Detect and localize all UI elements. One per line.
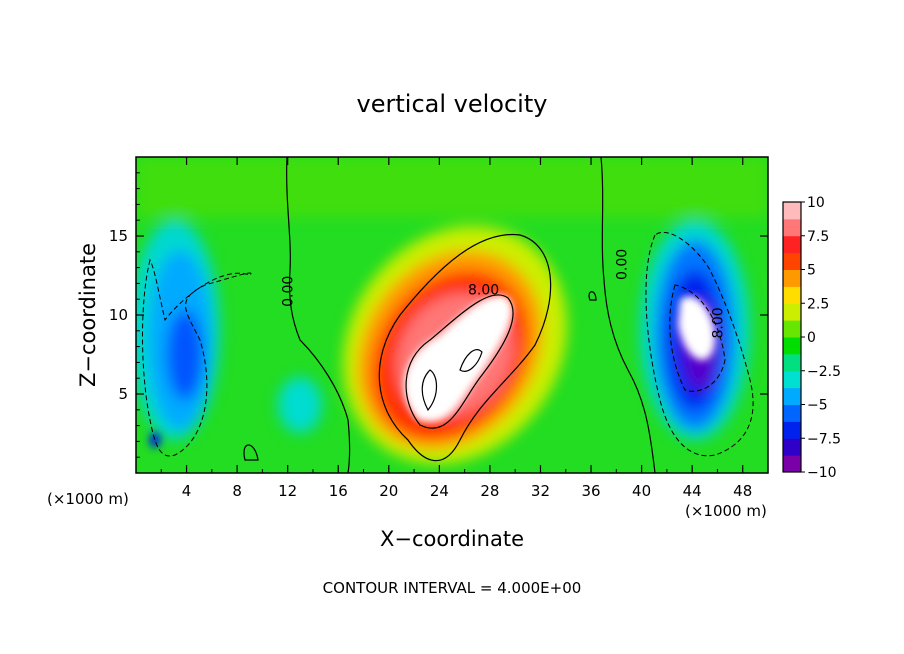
colorbar-swatch bbox=[783, 455, 801, 473]
x-axis-label: X−coordinate bbox=[380, 527, 524, 551]
colorbar-swatch bbox=[783, 337, 801, 355]
colorbar-tick-label: 2.5 bbox=[807, 296, 829, 312]
colorbar-tick-label: −2.5 bbox=[807, 364, 841, 380]
colorbar-tick-label: −10 bbox=[807, 465, 837, 481]
y-tick-label: 10 bbox=[109, 306, 128, 324]
colorbar-swatch bbox=[783, 303, 801, 321]
colorbar-swatch bbox=[783, 218, 801, 237]
colorbar-tick-label: 5 bbox=[807, 263, 816, 279]
colorbar-swatch bbox=[783, 421, 801, 439]
x-tick-label: 24 bbox=[430, 482, 449, 500]
colorbar-swatch bbox=[783, 202, 801, 220]
colorbar-swatch bbox=[783, 235, 801, 254]
colorbar-tick-label: 0 bbox=[807, 330, 816, 346]
colorbar-swatch bbox=[783, 252, 801, 270]
x-unit-right: (×1000 m) bbox=[685, 502, 767, 520]
colorbar-swatch bbox=[783, 353, 801, 372]
colorbar-tick-label: 7.5 bbox=[807, 229, 829, 245]
colorbar: 10 7.5 5 2.5 0 −2.5 −5 −7.5 −10 bbox=[782, 195, 841, 481]
colorbar-tick-label: 10 bbox=[807, 195, 825, 211]
x-tick-label: 32 bbox=[531, 482, 550, 500]
x-tick-label: 48 bbox=[733, 482, 752, 500]
dashed-contours bbox=[142, 232, 754, 457]
contour-label: 0.00 bbox=[614, 249, 630, 280]
velocity-field bbox=[136, 157, 768, 473]
y-tick-label: 5 bbox=[118, 385, 128, 403]
y-tick-label: 15 bbox=[109, 227, 128, 245]
x-axis-ticks: 4 8 12 16 20 24 28 32 36 40 44 48 bbox=[160, 157, 752, 500]
contour-interval: CONTOUR INTERVAL = 4.000E+00 bbox=[323, 579, 582, 597]
y-axis-ticks: 5 10 15 bbox=[109, 172, 768, 458]
x-tick-label: 8 bbox=[232, 482, 242, 500]
colorbar-swatch bbox=[783, 269, 801, 287]
contour-label: 8.00 bbox=[710, 307, 726, 338]
x-tick-label: 12 bbox=[278, 482, 297, 500]
contour-label: 8.00 bbox=[468, 282, 499, 298]
x-unit-left: (×1000 m) bbox=[47, 490, 129, 508]
contour-label: 0.00 bbox=[281, 276, 297, 307]
x-tick-label: 16 bbox=[329, 482, 348, 500]
y-axis-label: Z−coordinate bbox=[76, 243, 100, 387]
x-tick-label: 40 bbox=[632, 482, 651, 500]
colorbar-swatch bbox=[783, 404, 801, 422]
contour-labels: 0.00 0.00 8.00 8.00 bbox=[281, 249, 727, 339]
colorbar-tick-label: −7.5 bbox=[807, 431, 841, 447]
x-tick-label: 36 bbox=[581, 482, 600, 500]
x-tick-label: 28 bbox=[480, 482, 499, 500]
x-tick-label: 4 bbox=[182, 482, 192, 500]
colorbar-swatch bbox=[783, 438, 801, 456]
colorbar-swatch bbox=[783, 286, 801, 304]
colorbar-swatch bbox=[783, 387, 801, 405]
x-tick-label: 20 bbox=[379, 482, 398, 500]
colorbar-swatch bbox=[783, 370, 801, 389]
contour-lines bbox=[243, 157, 656, 473]
colorbar-tick-label: −5 bbox=[807, 398, 828, 414]
chart-title: vertical velocity bbox=[357, 90, 548, 118]
colorbar-swatch bbox=[783, 320, 801, 338]
x-tick-label: 44 bbox=[683, 482, 702, 500]
